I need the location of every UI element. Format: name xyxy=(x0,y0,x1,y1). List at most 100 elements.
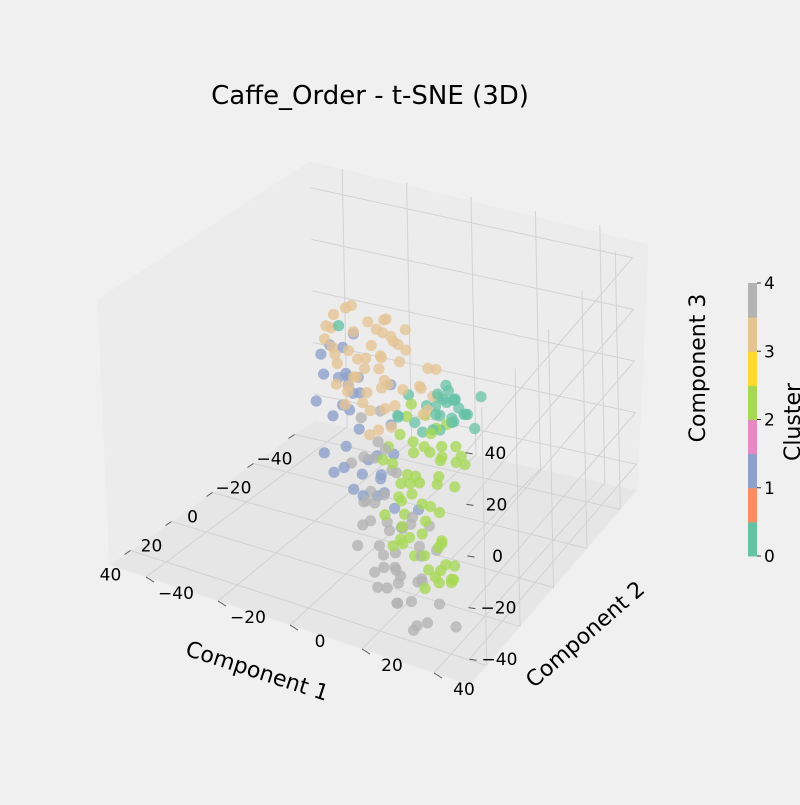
scatter-point-cluster-4 xyxy=(389,561,401,573)
scatter-point-cluster-2 xyxy=(395,495,408,507)
colorbar-tick-label: 0 xyxy=(764,547,775,567)
colorbar: 0 1 2 3 4 xyxy=(748,274,775,567)
scatter-point-cluster-4 xyxy=(360,495,372,507)
scatter-point-cluster-3 xyxy=(347,326,359,338)
scatter-point-cluster-3 xyxy=(389,400,401,412)
scatter-point-cluster-4 xyxy=(379,443,391,455)
scatter-point-cluster-1 xyxy=(310,395,322,407)
z-axis-label: Component 3 xyxy=(686,294,711,443)
scatter-point-cluster-1 xyxy=(318,447,330,459)
scatter-point-cluster-3 xyxy=(394,356,406,368)
x-tick-label: 40 xyxy=(100,566,122,586)
scatter-point-cluster-3 xyxy=(400,344,412,356)
scatter-point-cluster-2 xyxy=(395,477,407,490)
scatter-point-cluster-3 xyxy=(339,302,352,314)
colorbar-segment xyxy=(748,453,757,489)
scatter-point-cluster-3 xyxy=(359,363,371,375)
scatter-point-cluster-3 xyxy=(422,362,434,374)
scatter-point-cluster-2 xyxy=(387,540,399,552)
y-tick-label: −20 xyxy=(230,608,266,628)
scatter-point-cluster-3 xyxy=(339,398,351,410)
scatter-point-cluster-4 xyxy=(355,412,367,424)
scatter-points xyxy=(310,299,487,636)
scatter-point-cluster-3 xyxy=(379,403,391,415)
scatter-point-cluster-3 xyxy=(364,405,376,417)
scatter-point-cluster-2 xyxy=(433,506,446,519)
scatter-point-cluster-2 xyxy=(432,542,444,554)
scatter-point-cluster-1 xyxy=(328,466,340,478)
scatter-point-cluster-0 xyxy=(432,388,444,400)
scatter-point-cluster-4 xyxy=(411,620,423,632)
scatter-point-cluster-2 xyxy=(425,427,437,440)
scatter-point-cluster-2 xyxy=(436,451,448,463)
scatter-point-cluster-4 xyxy=(377,549,389,561)
scatter-point-cluster-2 xyxy=(405,398,417,410)
colorbar-tick-label: 3 xyxy=(764,342,775,362)
y-tick-label: 40 xyxy=(453,680,475,700)
scatter-point-cluster-3 xyxy=(370,323,382,335)
scatter-point-cluster-0 xyxy=(392,410,404,422)
scatter-point-cluster-2 xyxy=(401,410,413,423)
scatter-point-cluster-2 xyxy=(433,577,445,589)
scatter-point-cluster-3 xyxy=(373,363,385,375)
scatter-point-cluster-4 xyxy=(352,539,364,552)
scatter-point-cluster-2 xyxy=(449,560,461,572)
scatter-point-cluster-3 xyxy=(352,353,364,365)
scatter-point-cluster-2 xyxy=(416,528,428,540)
scatter-point-cluster-4 xyxy=(369,566,381,578)
scatter-point-cluster-1 xyxy=(327,410,339,422)
z-tick-label: −40 xyxy=(482,650,518,670)
scatter-point-cluster-1 xyxy=(315,348,327,360)
scatter-point-cluster-2 xyxy=(395,533,407,545)
scatter-point-cluster-4 xyxy=(369,497,381,509)
colorbar-tick-label: 2 xyxy=(764,411,775,431)
scatter-point-cluster-1 xyxy=(318,368,330,380)
scatter-point-cluster-3 xyxy=(397,384,409,396)
x-tick-label: −20 xyxy=(216,479,252,499)
scatter-point-cluster-3 xyxy=(415,382,427,394)
y-tick-label: 0 xyxy=(315,632,326,652)
scatter-point-cluster-1 xyxy=(348,483,360,495)
scatter-point-cluster-2 xyxy=(396,521,408,533)
scatter-point-cluster-2 xyxy=(418,550,430,562)
scatter-point-cluster-4 xyxy=(369,452,381,464)
x-tick-label: 20 xyxy=(141,537,163,557)
scatter-point-cluster-4 xyxy=(433,598,446,610)
scatter-point-cluster-2 xyxy=(450,456,462,468)
scatter-point-cluster-0 xyxy=(416,426,429,438)
scatter-point-cluster-2 xyxy=(436,440,448,453)
scatter-point-cluster-3 xyxy=(373,424,385,436)
scatter-point-cluster-1 xyxy=(389,502,401,514)
scatter-point-cluster-4 xyxy=(390,467,403,479)
scatter-point-cluster-3 xyxy=(365,339,377,352)
scatter-point-cluster-3 xyxy=(343,380,355,392)
scatter-point-cluster-1 xyxy=(353,423,365,435)
colorbar-segment xyxy=(748,487,757,523)
scatter-point-cluster-3 xyxy=(357,397,369,409)
scatter-point-cluster-0 xyxy=(333,320,345,332)
scatter-point-cluster-4 xyxy=(373,540,385,552)
scatter-point-cluster-4 xyxy=(378,561,390,574)
z-tick-label: −20 xyxy=(481,599,517,619)
scatter-point-cluster-4 xyxy=(395,570,407,582)
scatter-point-cluster-3 xyxy=(360,352,372,364)
colorbar-segment xyxy=(748,521,757,557)
scatter-point-cluster-2 xyxy=(420,515,432,527)
scatter-point-cluster-3 xyxy=(364,429,376,441)
scatter-point-cluster-4 xyxy=(381,582,393,594)
scatter-point-cluster-1 xyxy=(356,468,368,480)
colorbar-segment xyxy=(748,283,757,318)
scatter-point-cluster-2 xyxy=(379,509,391,521)
scatter-point-cluster-4 xyxy=(450,621,462,633)
colorbar-segment xyxy=(748,385,757,421)
scatter-point-cluster-3 xyxy=(342,345,355,357)
scatter-point-cluster-4 xyxy=(357,519,369,531)
scatter-point-cluster-2 xyxy=(433,471,445,483)
scatter-point-cluster-3 xyxy=(326,341,338,353)
z-tick-label: 0 xyxy=(492,547,503,567)
scatter-point-cluster-0 xyxy=(449,394,461,406)
scatter-point-cluster-2 xyxy=(401,468,413,481)
scatter-point-cluster-0 xyxy=(409,417,421,429)
scatter-point-cluster-2 xyxy=(407,436,419,448)
